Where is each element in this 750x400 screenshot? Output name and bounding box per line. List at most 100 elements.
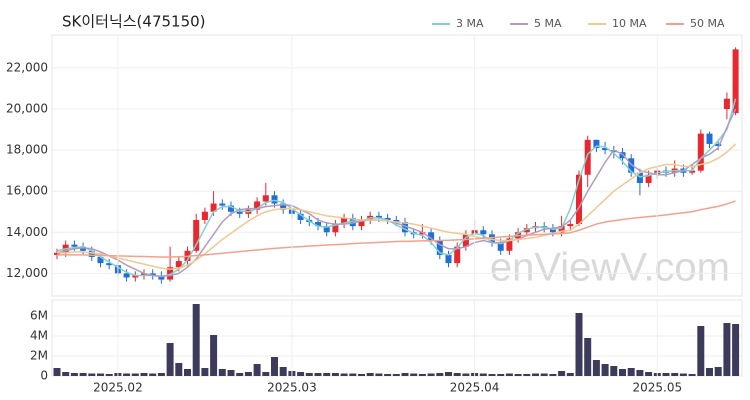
legend-label: 10 MA bbox=[612, 17, 647, 30]
volume-bar bbox=[488, 374, 496, 376]
candle-body bbox=[497, 242, 504, 251]
volume-bar bbox=[192, 304, 200, 376]
volume-bar bbox=[453, 373, 461, 376]
candle-body bbox=[402, 222, 408, 233]
y-tick-label: 2M bbox=[30, 349, 48, 363]
candle-body bbox=[175, 261, 182, 268]
volume-bar bbox=[592, 360, 600, 376]
candle-body bbox=[715, 143, 722, 146]
volume-bar bbox=[671, 373, 679, 376]
candle-body bbox=[219, 203, 226, 206]
candle-body bbox=[254, 201, 261, 210]
volume-bar bbox=[97, 373, 104, 376]
volume-bar bbox=[62, 372, 70, 376]
y-tick-label: 0 bbox=[40, 369, 48, 383]
volume-bar bbox=[79, 373, 87, 376]
candle-body bbox=[723, 98, 730, 109]
chart-title: SK이터닉스(475150) bbox=[62, 13, 206, 31]
volume-bar bbox=[679, 373, 687, 376]
candle-body bbox=[697, 133, 704, 171]
x-tick-label: 2025.05 bbox=[632, 381, 682, 395]
y-tick-label: 20,000 bbox=[6, 101, 48, 115]
candle-body bbox=[462, 234, 469, 247]
volume-bar bbox=[184, 369, 191, 376]
candle-body bbox=[80, 246, 87, 251]
candle-body bbox=[210, 203, 217, 212]
volume-bar bbox=[366, 373, 374, 376]
candle-body bbox=[236, 211, 243, 214]
volume-bar bbox=[558, 371, 566, 376]
volume-bar bbox=[532, 373, 539, 376]
volume-bar bbox=[314, 373, 322, 376]
volume-bar bbox=[436, 373, 444, 376]
y-tick-label: 14,000 bbox=[6, 225, 48, 239]
volume-bar bbox=[645, 372, 653, 376]
volume-bar bbox=[584, 338, 592, 376]
candle-body bbox=[315, 222, 321, 227]
candle-body bbox=[549, 228, 556, 233]
volume-bar bbox=[244, 372, 252, 376]
candle-body bbox=[428, 232, 435, 241]
price-panel bbox=[51, 34, 743, 297]
volume-bar bbox=[575, 313, 583, 376]
candle-body bbox=[636, 172, 643, 183]
candle-body bbox=[262, 195, 269, 202]
volume-bar bbox=[358, 374, 365, 376]
volume-bar bbox=[566, 373, 574, 376]
volume-bar bbox=[131, 373, 139, 376]
volume-bar bbox=[297, 372, 305, 376]
volume-bar bbox=[53, 368, 61, 376]
candle-body bbox=[393, 219, 400, 223]
volume-bar bbox=[688, 374, 696, 376]
volume-bar bbox=[418, 374, 426, 376]
volume-bar bbox=[149, 373, 157, 376]
candle-body bbox=[349, 217, 356, 227]
x-tick-label: 2025.03 bbox=[267, 381, 317, 395]
legend-label: 50 MA bbox=[690, 17, 725, 30]
volume-bar bbox=[505, 373, 513, 376]
candle-body bbox=[158, 275, 165, 280]
volume-bar bbox=[610, 366, 618, 376]
candle-body bbox=[506, 238, 513, 251]
candle-body bbox=[454, 246, 461, 264]
volume-bar bbox=[549, 374, 557, 376]
volume-bar bbox=[445, 372, 452, 376]
candle-body bbox=[445, 254, 452, 264]
candle-body bbox=[489, 234, 495, 243]
x-tick-label: 2025.02 bbox=[93, 381, 143, 395]
candle-body bbox=[193, 219, 200, 251]
candle-body bbox=[132, 275, 139, 278]
candle-body bbox=[628, 158, 635, 173]
volume-bar bbox=[636, 370, 644, 376]
y-tick-label: 16,000 bbox=[6, 184, 48, 198]
volume-bar bbox=[305, 373, 313, 376]
volume-bar bbox=[123, 373, 131, 376]
volume-panel bbox=[51, 299, 743, 377]
candle-body bbox=[384, 217, 391, 220]
volume-bar bbox=[175, 363, 183, 376]
candle-body bbox=[523, 228, 530, 233]
candle-body bbox=[375, 215, 382, 218]
candle-body bbox=[323, 226, 330, 233]
candle-body bbox=[88, 250, 95, 257]
volume-bar bbox=[401, 373, 409, 376]
candle-body bbox=[358, 219, 365, 227]
volume-bar bbox=[201, 368, 209, 376]
volume-bar bbox=[410, 373, 418, 376]
volume-bar bbox=[479, 373, 487, 376]
volume-bar bbox=[601, 364, 609, 376]
volume-bar bbox=[523, 374, 531, 376]
candle-body bbox=[732, 49, 739, 114]
y-tick-label: 6M bbox=[30, 309, 48, 323]
volume-bar bbox=[706, 368, 713, 376]
candle-body bbox=[706, 133, 713, 144]
volume-bar bbox=[70, 373, 78, 376]
volume-bar bbox=[323, 373, 331, 376]
candle-body bbox=[71, 244, 78, 247]
volume-bar bbox=[714, 367, 722, 376]
volume-bar bbox=[331, 373, 339, 376]
volume-bar bbox=[140, 373, 148, 376]
candle-body bbox=[106, 263, 113, 266]
candle-body bbox=[436, 240, 443, 255]
